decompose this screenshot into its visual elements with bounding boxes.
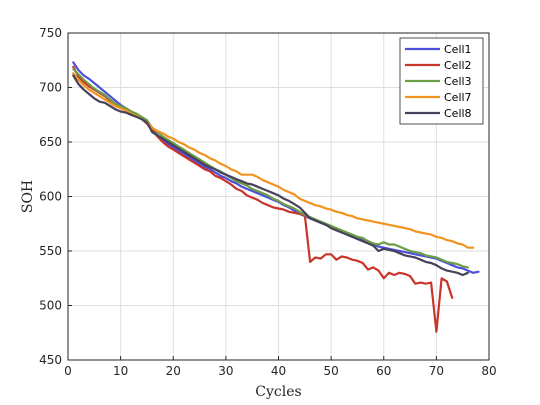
ticks: 0 10 20 30 40 50 60 70 80 450 500 550 600 650 700 750 [39,26,497,378]
legend-label: Cell7 [444,91,472,104]
x-tick-label: 80 [481,364,496,378]
series-lines [72,61,480,333]
y-tick-label: 550 [39,244,62,258]
legend-label: Cell3 [444,75,472,88]
x-tick-label: 40 [271,364,286,378]
x-tick-label: 70 [429,364,444,378]
x-axis-label: Cycles [255,384,301,400]
y-tick-label: 700 [39,81,62,95]
x-tick-label: 0 [64,364,72,378]
x-tick-label: 20 [166,364,181,378]
legend-label: Cell8 [444,107,472,120]
y-tick-label: 750 [39,26,62,40]
x-tick-label: 60 [376,364,391,378]
series-line-cell8 [72,74,469,277]
x-tick-label: 50 [323,364,338,378]
y-tick-label: 500 [39,299,62,313]
series-line-cell3 [72,67,469,269]
y-tick-label: 650 [39,135,62,149]
y-axis-label: SOH [20,180,36,213]
legend-label: Cell1 [444,43,472,56]
x-tick-label: 10 [113,364,128,378]
legend-label: Cell2 [444,59,472,72]
x-tick-label: 30 [218,364,233,378]
y-tick-label: 450 [39,353,62,367]
y-tick-label: 600 [39,190,62,204]
legend: Cell1 Cell2 Cell3 Cell7 Cell8 [399,37,484,125]
